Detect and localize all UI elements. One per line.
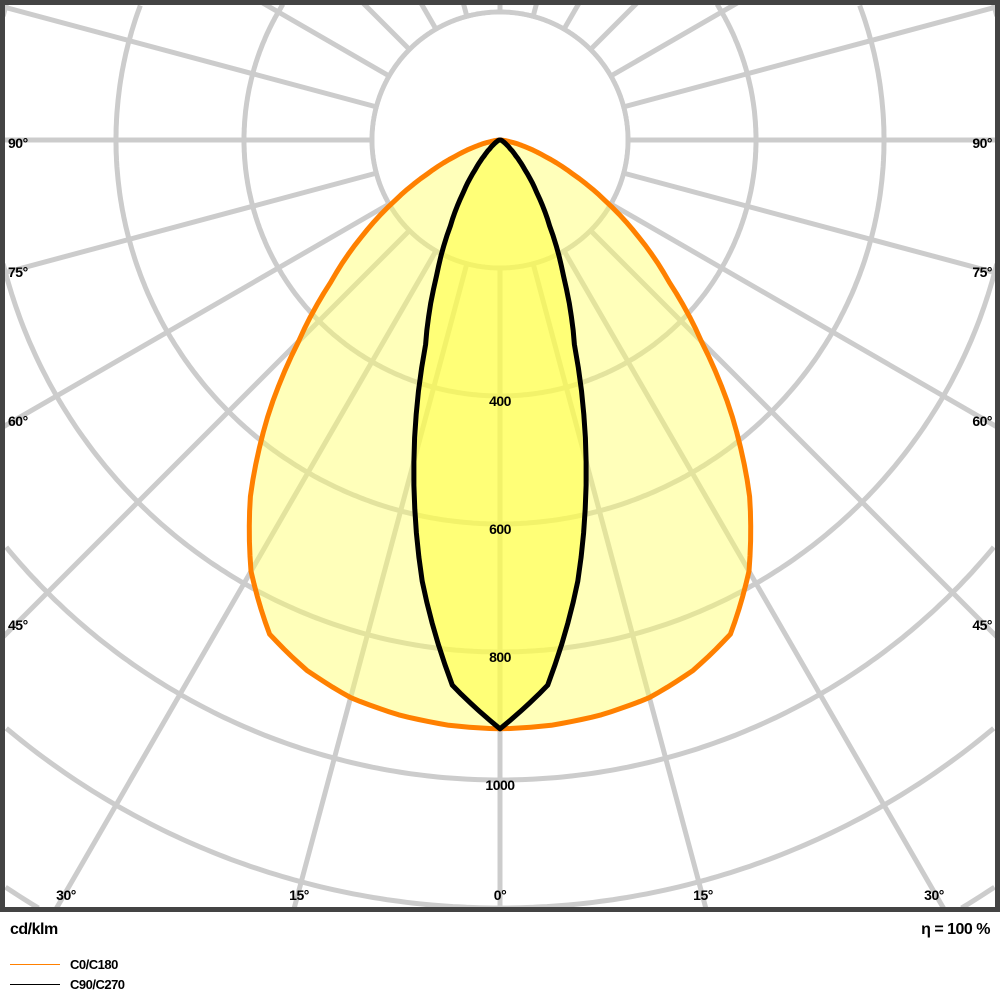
side-angle-label: 90° xyxy=(972,135,992,151)
side-angle-label: 75° xyxy=(972,264,992,280)
curve-c90-c270 xyxy=(411,137,589,732)
legend-label-c0-c180: C0/C180 xyxy=(70,957,118,972)
ring-gridline xyxy=(4,726,996,909)
bottom-angle-label: 30° xyxy=(924,887,944,903)
bottom-angle-label: 15° xyxy=(693,887,713,903)
radial-gridline xyxy=(588,3,639,52)
radial-gridline xyxy=(3,4,378,110)
side-angle-label: 60° xyxy=(972,413,992,429)
intensity-curves xyxy=(246,137,754,732)
radial-gridline xyxy=(588,228,997,639)
legend-line-c90-c270 xyxy=(10,984,60,985)
radial-gridline xyxy=(3,201,391,430)
radial-gridline xyxy=(609,201,997,430)
ring-gridline xyxy=(241,3,759,399)
side-angle-label: 90° xyxy=(8,135,28,151)
radial-gridline xyxy=(609,3,739,79)
radial-gridline xyxy=(3,228,412,639)
radial-tick-label: 400 xyxy=(489,393,512,409)
radial-gridline xyxy=(561,3,582,31)
curve-c90-c270-fill xyxy=(413,140,587,729)
radial-gridline xyxy=(3,170,378,276)
bottom-angle-label: 15° xyxy=(289,887,309,903)
side-angle-label: 75° xyxy=(8,264,28,280)
radial-tick-labels: 400 600 800 1000 xyxy=(485,393,515,793)
bottom-angle-label: 0° xyxy=(494,887,506,903)
radial-gridline xyxy=(361,3,412,52)
radial-gridline xyxy=(418,3,439,31)
bottom-angle-label: 30° xyxy=(56,887,76,903)
radial-gridline xyxy=(261,3,391,79)
angle-labels: 90° 90° 75° 75° 60° 60° 45° 45° 30° 15° 0° 15° 30° xyxy=(8,135,993,903)
ring-gridline xyxy=(4,885,996,909)
legend-line-c0-c180 xyxy=(10,964,60,965)
efficiency-label: η = 100 % xyxy=(921,921,990,938)
radial-gridline xyxy=(622,4,997,110)
side-angle-label: 45° xyxy=(8,617,28,633)
ring-gridline xyxy=(4,545,996,783)
side-angle-label: 60° xyxy=(8,413,28,429)
radial-tick-label: 600 xyxy=(489,521,512,537)
ring-gridline xyxy=(113,4,887,527)
radial-tick-label: 800 xyxy=(489,649,512,665)
side-angle-label: 45° xyxy=(972,617,992,633)
legend-label-c90-c270: C90/C270 xyxy=(70,977,125,992)
unit-label: cd/klm xyxy=(10,921,58,938)
radial-tick-label: 1000 xyxy=(485,777,515,793)
chart-frame xyxy=(0,0,1000,912)
radial-gridline xyxy=(622,170,997,276)
polar-intensity-chart: 400 600 800 1000 90° 90° 75° 75° 60° 60° 45° 45° 30… xyxy=(0,0,1000,912)
